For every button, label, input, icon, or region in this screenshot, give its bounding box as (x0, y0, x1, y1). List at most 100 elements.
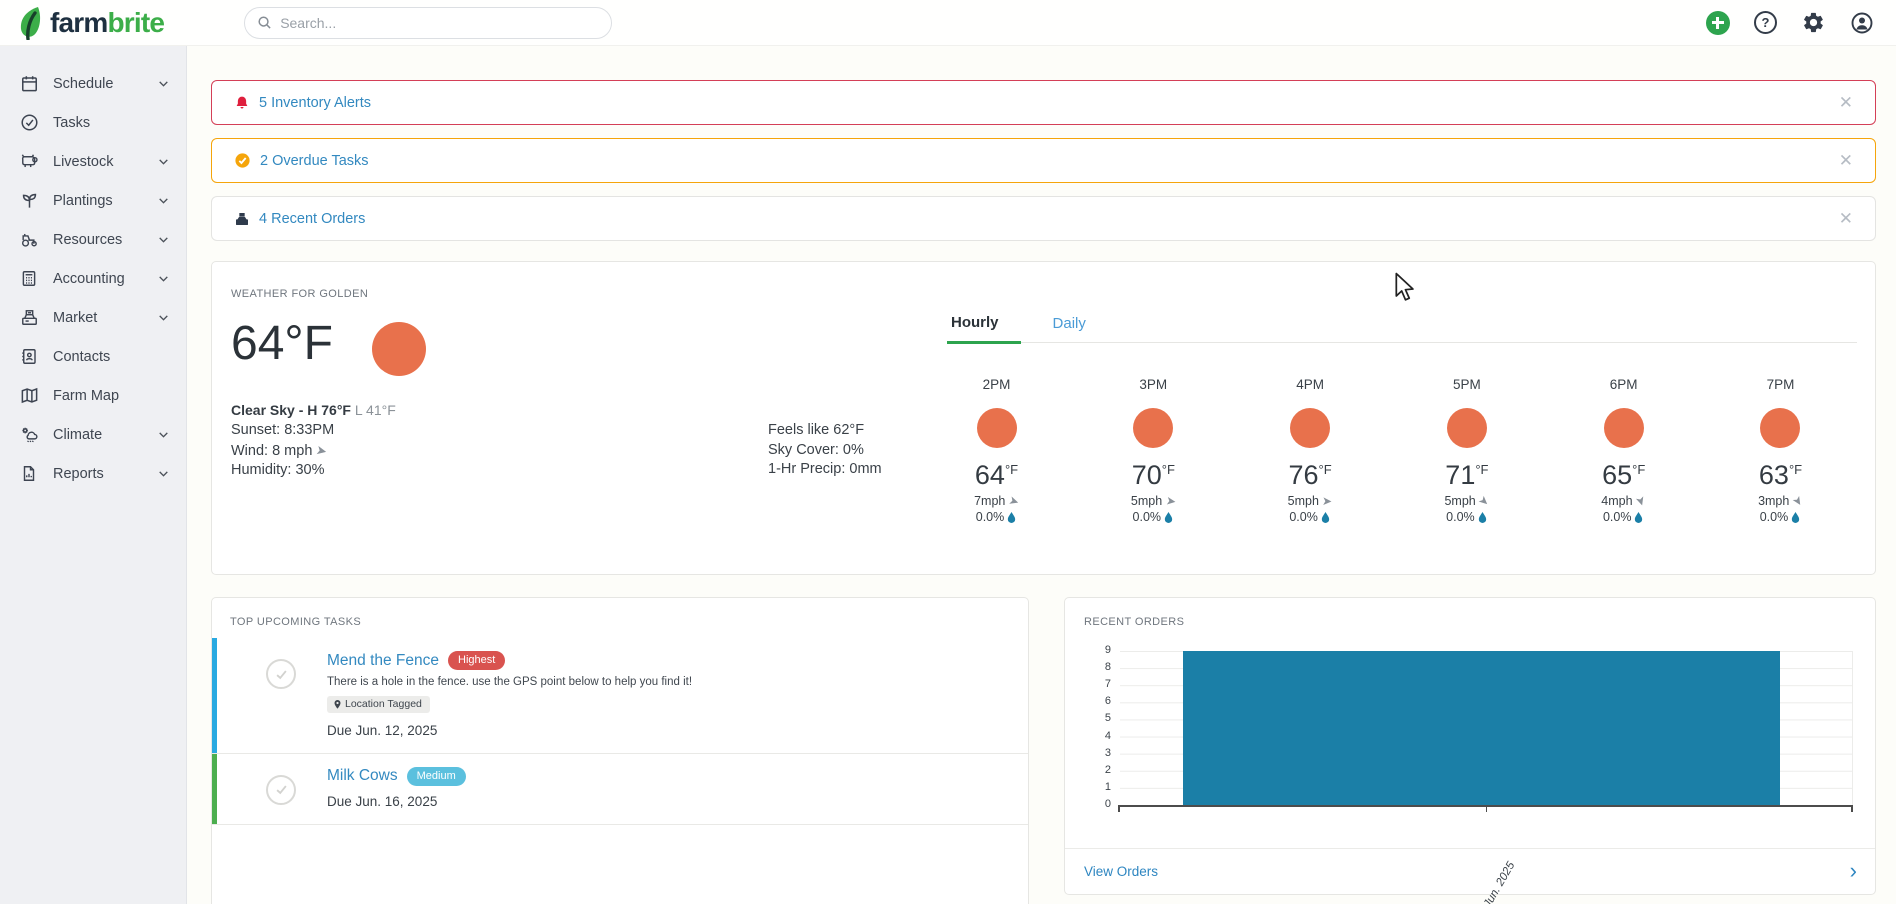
view-orders-link[interactable]: View Orders (1084, 863, 1159, 879)
sidebar-item-label: Schedule (53, 75, 114, 92)
droplet-icon (1792, 511, 1800, 523)
search-input[interactable] (280, 14, 600, 31)
sidebar-item-label: Contacts (53, 348, 111, 365)
hourly-column: 3PM 70°F 5mph ➤ 0.0% (1081, 377, 1226, 524)
sidebar-item-farm-map[interactable]: Farm Map (0, 376, 186, 415)
orders-bar-chart (1118, 651, 1853, 812)
current-temperature: 64°F (231, 317, 333, 370)
task-complete-button[interactable] (266, 774, 296, 805)
sidebar-item-schedule[interactable]: Schedule (0, 64, 186, 103)
overdue-tasks-banner[interactable]: 2 Overdue Tasks ✕ (211, 138, 1876, 183)
hour-wind: 7mph ➤ (974, 492, 1021, 510)
question-icon: ? (1754, 11, 1777, 34)
weather-card: WEATHER FOR GOLDEN 64°F Clear Sky - H 76… (211, 261, 1876, 575)
sprout-icon (18, 191, 40, 210)
task-title-link[interactable]: Milk Cows (327, 767, 398, 784)
task-row: Mend the Fence Highest There is a hole i… (212, 638, 1028, 754)
tab-daily[interactable]: Daily (1052, 315, 1086, 332)
sidebar-item-label: Farm Map (53, 387, 120, 404)
close-icon[interactable]: ✕ (1838, 93, 1853, 112)
task-priority-bar (212, 638, 217, 753)
task-complete-button[interactable] (266, 659, 296, 689)
hour-wind: 3mph ➤ (1758, 493, 1807, 509)
logo-text-brite: brite (107, 6, 165, 38)
sidebar-item-label: Resources (53, 231, 123, 248)
droplet-icon (1008, 511, 1016, 523)
sidebar-item-label: Market (53, 309, 98, 326)
recent-orders-banner[interactable]: 4 Recent Orders ✕ (211, 196, 1876, 241)
account-button[interactable] (1849, 10, 1874, 35)
plus-icon (1705, 10, 1730, 35)
sidebar-item-label: Tasks (53, 114, 91, 131)
sidebar-item-label: Climate (53, 426, 103, 443)
chart-x-tick (1486, 805, 1487, 812)
wind-direction-icon: ➤ (1789, 493, 1807, 509)
hour-temp: 65°F (1602, 460, 1646, 490)
orders-bar[interactable] (1182, 651, 1780, 805)
tab-hourly[interactable]: Hourly (947, 314, 1021, 344)
settings-button[interactable] (1801, 10, 1826, 35)
sun-icon (1133, 408, 1174, 448)
sun-icon (976, 408, 1017, 448)
sky-cover-value: Sky Cover: 0% (768, 441, 864, 458)
sidebar-item-climate[interactable]: Climate (0, 415, 186, 454)
sidebar-item-contacts[interactable]: Contacts (0, 337, 186, 376)
hourly-forecast: 2PM 64°F 7mph ➤ 0.0% 3PM 70°F 5mph ➤ 0.0… (924, 377, 1853, 524)
chevron-down-icon (159, 276, 168, 282)
map-pin-icon (334, 699, 341, 709)
close-icon[interactable]: ✕ (1838, 209, 1853, 228)
gear-icon (1804, 12, 1823, 33)
hour-temp: 70°F (1131, 460, 1175, 490)
wind-direction-icon: ➤ (1632, 494, 1650, 508)
sidebar-item-resources[interactable]: Resources (0, 220, 186, 259)
sidebar-item-market[interactable]: Market (0, 298, 186, 337)
humidity-value: Humidity: 30% (231, 462, 325, 478)
tractor-icon (18, 230, 40, 249)
hour-temp: 64°F (974, 460, 1019, 490)
bell-icon (236, 96, 248, 108)
precip-value: 1-Hr Precip: 0mm (768, 461, 882, 477)
sun-icon (1290, 408, 1331, 448)
sidebar-item-label: Accounting (53, 270, 125, 287)
logo[interactable]: farmbrite (16, 6, 165, 40)
topbar: farmbrite ? (0, 0, 1896, 46)
sun-icon (372, 322, 426, 376)
sidebar: Schedule Tasks Livestock Plantings Resou… (0, 46, 187, 904)
chevron-down-icon (159, 81, 168, 87)
sunset-value: Sunset: 8:33PM (231, 422, 335, 438)
droplet-icon (1635, 511, 1643, 523)
weather-summary: Clear Sky - H 76°F L 41°F (231, 402, 396, 418)
weather-tabs: Hourly Daily (947, 314, 1857, 344)
sun-icon (1760, 408, 1801, 448)
report-icon (18, 464, 40, 483)
banner-label: 2 Overdue Tasks (260, 152, 369, 169)
chevron-down-icon (159, 315, 168, 321)
search-icon (258, 16, 271, 29)
sidebar-item-reports[interactable]: Reports (0, 454, 186, 493)
hour-precip: 0.0% (1551, 510, 1696, 524)
cash-register-icon (18, 308, 40, 327)
sidebar-item-accounting[interactable]: Accounting (0, 259, 186, 298)
sidebar-item-label: Plantings (53, 192, 113, 209)
inventory-alerts-banner[interactable]: 5 Inventory Alerts ✕ (211, 80, 1876, 125)
task-title-link[interactable]: Mend the Fence (327, 651, 440, 669)
task-row: Milk Cows Medium Due Jun. 16, 2025 (212, 753, 1028, 825)
help-button[interactable]: ? (1753, 10, 1778, 35)
hourly-column: 7PM 63°F 3mph ➤ 0.0% (1708, 377, 1853, 524)
sidebar-item-plantings[interactable]: Plantings (0, 181, 186, 220)
leaf-logo-icon (20, 6, 41, 40)
add-button[interactable] (1705, 10, 1730, 35)
sun-icon (1603, 408, 1644, 448)
priority-badge: Highest (448, 651, 506, 670)
hour-wind: 5mph ➤ (1130, 493, 1177, 509)
priority-badge: Medium (406, 766, 466, 786)
chevron-right-icon[interactable]: › (1849, 858, 1857, 883)
sidebar-item-livestock[interactable]: Livestock (0, 142, 186, 181)
check-icon (275, 669, 287, 679)
wind-direction-icon: ➤ (1006, 492, 1021, 510)
sidebar-item-tasks[interactable]: Tasks (0, 103, 186, 142)
search-box[interactable] (244, 6, 613, 39)
close-icon[interactable]: ✕ (1838, 151, 1853, 170)
hour-temp: 76°F (1288, 460, 1332, 490)
